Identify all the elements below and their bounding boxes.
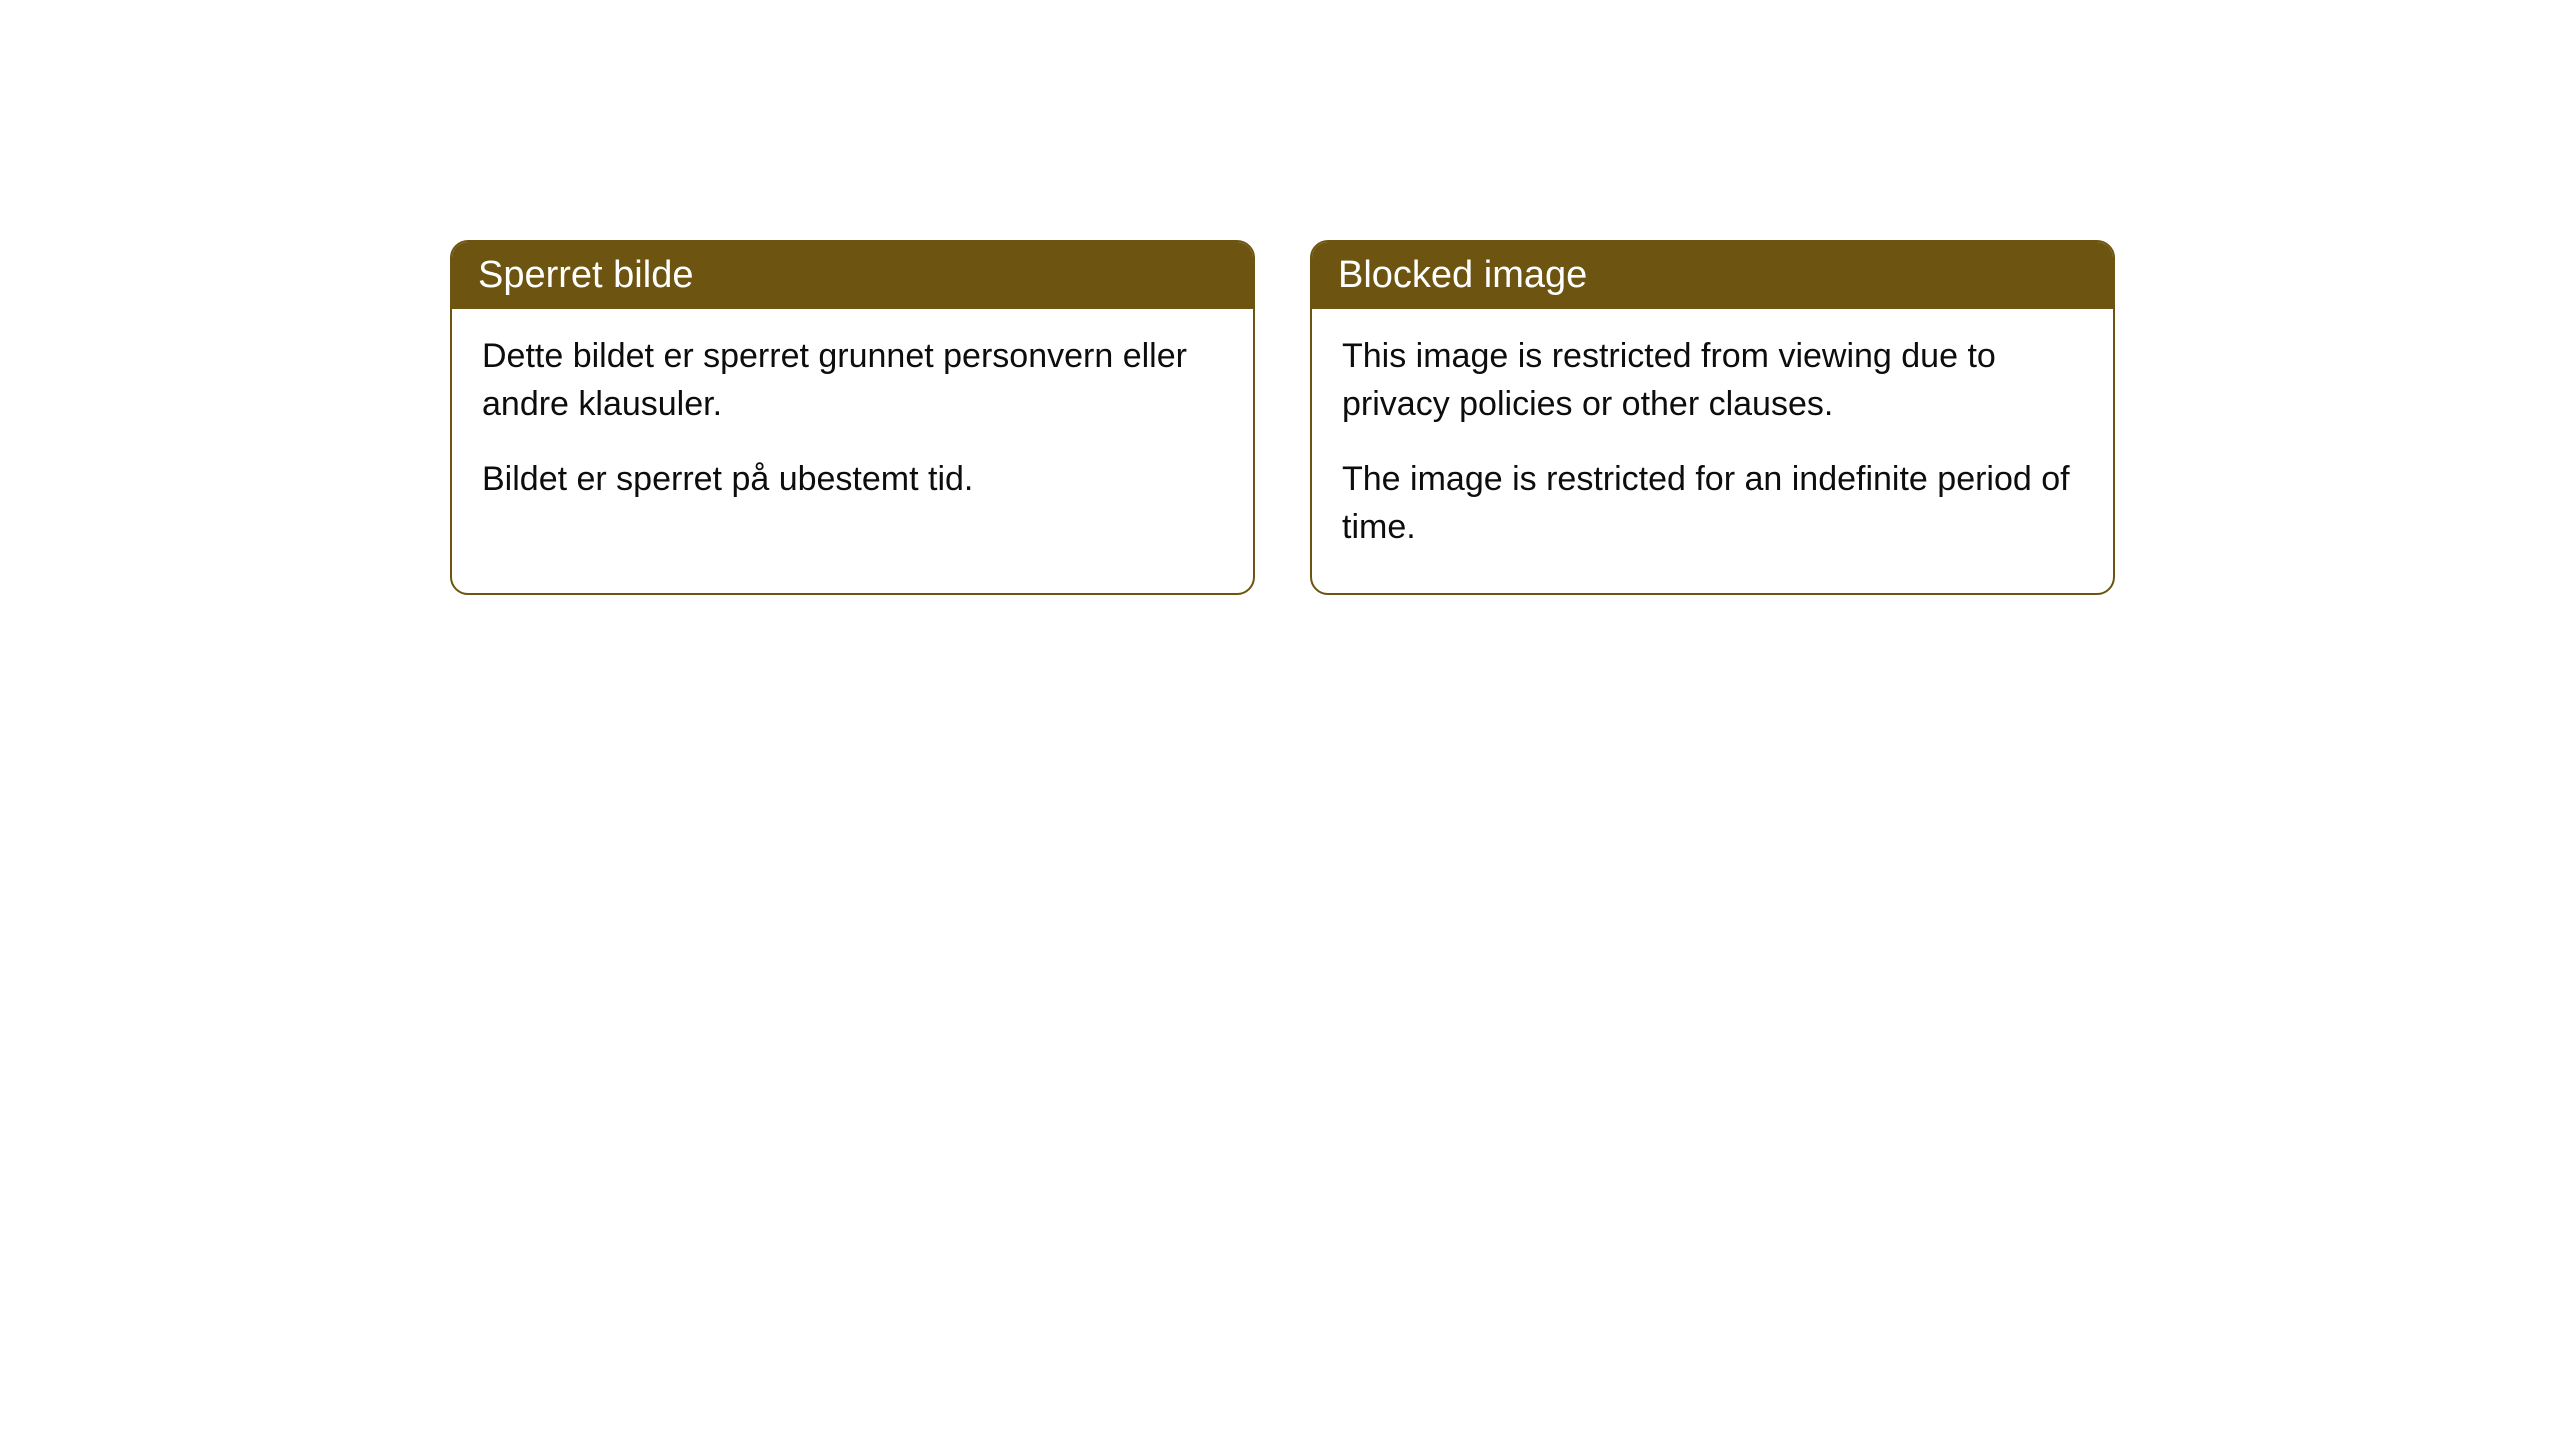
notice-title: Sperret bilde [478,254,693,296]
notice-card-english: Blocked image This image is restricted f… [1310,240,2115,595]
notice-body: Dette bildet er sperret grunnet personve… [452,309,1253,546]
notice-paragraph: The image is restricted for an indefinit… [1342,456,2083,551]
notice-paragraph: This image is restricted from viewing du… [1342,333,2083,428]
notice-paragraph: Bildet er sperret på ubestemt tid. [482,456,1223,504]
notice-header: Blocked image [1312,242,2113,309]
notice-cards-container: Sperret bilde Dette bildet er sperret gr… [0,0,2560,595]
notice-body: This image is restricted from viewing du… [1312,309,2113,593]
notice-card-norwegian: Sperret bilde Dette bildet er sperret gr… [450,240,1255,595]
notice-header: Sperret bilde [452,242,1253,309]
notice-title: Blocked image [1338,254,1587,296]
notice-paragraph: Dette bildet er sperret grunnet personve… [482,333,1223,428]
